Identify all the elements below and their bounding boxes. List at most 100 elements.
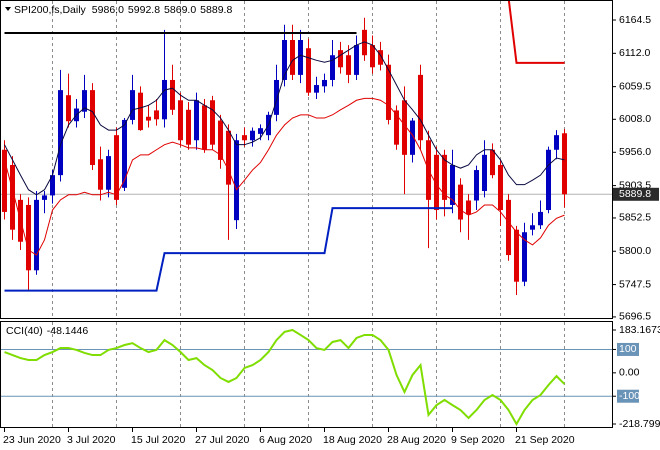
price-label: 5889.8	[619, 188, 651, 200]
candle-body	[306, 48, 311, 93]
candle-body	[90, 90, 95, 165]
cci-panel-border	[0, 321, 613, 428]
x-tick-label: 6 Aug 2020	[259, 434, 312, 446]
candle-body	[354, 45, 359, 75]
candle-body	[562, 133, 567, 195]
x-tick-label: 15 Jul 2020	[131, 434, 185, 446]
cci-header: CCI(40) -48.1446	[6, 325, 88, 337]
x-tick-label: 3 Jul 2020	[67, 434, 116, 446]
menu-triangle	[5, 7, 11, 11]
candle-body	[546, 149, 551, 211]
cci-current-value: -48.1446	[47, 325, 89, 337]
candle-body	[394, 110, 399, 145]
high-label: 5992.8	[128, 4, 160, 16]
candle-body	[2, 149, 7, 212]
y-tick-label: 5956.0	[619, 146, 651, 158]
x-tick-label: 28 Aug 2020	[387, 434, 446, 446]
y-tick-label: 6164.5	[619, 14, 651, 26]
open-label: 5986.0	[92, 4, 124, 16]
cci-tick-label: 183.1673	[619, 324, 660, 336]
candle-body	[314, 85, 319, 93]
price-label-box	[613, 187, 659, 201]
candle-body	[346, 55, 351, 75]
candle-body	[226, 130, 231, 185]
candle-body	[506, 199, 511, 256]
candle-body	[450, 164, 455, 205]
candle-body	[490, 149, 495, 176]
candle-body	[98, 159, 103, 190]
candle-body	[250, 130, 255, 141]
candle-body	[410, 120, 415, 155]
candle-body	[218, 120, 223, 160]
x-tick-label: 23 Jun 2020	[3, 434, 61, 446]
candle-body	[290, 40, 295, 75]
candle-body	[138, 92, 143, 131]
cci-level-label-box	[617, 389, 639, 403]
candle-body	[178, 100, 183, 141]
candle-body	[370, 45, 375, 68]
y-tick-label: 6008.0	[619, 113, 651, 125]
cci-tick-label: 0.00	[619, 367, 640, 379]
indicator-line	[4, 328, 566, 427]
candle-body	[154, 110, 159, 120]
candle-body	[170, 79, 175, 110]
chart-header: SPI200,fs,Daily 5986.0 5992.8 5869.0 5889.8	[14, 4, 232, 16]
candle-body	[82, 90, 87, 112]
candle-body	[362, 29, 367, 56]
candle-body	[34, 199, 39, 271]
cci-tick-label: 100	[619, 343, 637, 355]
candle-body	[114, 135, 119, 200]
candle-body	[434, 154, 439, 211]
candle-body	[498, 164, 503, 211]
candle-body	[466, 200, 471, 215]
candle-body	[202, 105, 207, 150]
candle-body	[130, 90, 135, 120]
candle-body	[50, 175, 55, 196]
cci-tick-label: -100	[619, 390, 640, 402]
candle-body	[234, 140, 239, 221]
close-label: 5889.8	[200, 4, 232, 16]
cci-plot	[1, 328, 612, 427]
candle-body	[322, 79, 327, 87]
cci-level-label-box	[617, 342, 639, 356]
candle-body	[522, 232, 527, 282]
y-tick-label: 5800.0	[619, 245, 651, 257]
candle-body	[66, 95, 71, 122]
candle-body	[514, 229, 519, 282]
indicator-line	[4, 41, 565, 196]
low-label: 5869.0	[164, 4, 196, 16]
symbol-title: SPI200,fs,Daily	[14, 4, 87, 16]
candle-body	[186, 109, 191, 145]
candle-body	[298, 40, 303, 75]
x-tick-label: 27 Jul 2020	[195, 434, 249, 446]
price-plot	[1, 1, 612, 296]
axis-layer: 6164.56112.06059.56008.05956.05903.55852…	[3, 14, 660, 446]
x-tick-label: 18 Aug 2020	[323, 434, 382, 446]
candle-body	[26, 204, 31, 271]
candle-body	[194, 100, 199, 141]
indicator-line	[4, 207, 453, 292]
candle-body	[418, 74, 423, 141]
candle-body	[338, 50, 343, 68]
candle-body	[402, 100, 407, 155]
x-tick-label: 9 Sep 2020	[451, 434, 505, 446]
candle-body	[442, 154, 447, 200]
candle-body	[10, 164, 15, 230]
candle-body	[282, 40, 287, 80]
cci-title: CCI(40)	[6, 325, 43, 337]
price-panel-border	[0, 0, 613, 319]
y-tick-label: 6112.0	[619, 47, 650, 59]
candle-body	[330, 55, 335, 80]
candle-body	[274, 79, 279, 115]
candle-body	[210, 100, 215, 145]
x-tick-label: 21 Sep 2020	[515, 434, 575, 446]
candle-body	[106, 156, 111, 190]
candle-body	[146, 116, 151, 121]
indicator-line	[507, 1, 565, 64]
candle-body	[162, 79, 167, 120]
cci-tick-label: -218.799	[619, 418, 660, 430]
candle-body	[482, 154, 487, 191]
y-tick-label: 5747.5	[619, 278, 651, 290]
